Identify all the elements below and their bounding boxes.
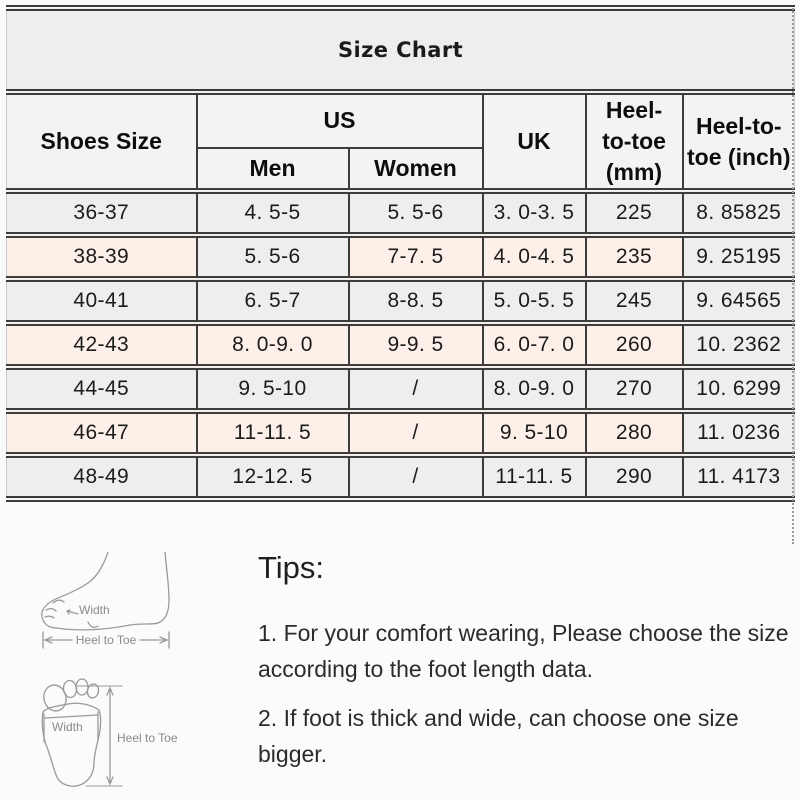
header-row-top: Shoes Size US UK Heel- to-toe (mm) Heel-… — [6, 88, 796, 195]
cell-us-women: / — [347, 364, 484, 415]
cell-us-men: 5. 5-6 — [195, 232, 350, 283]
cell-uk: 6. 0-7. 0 — [481, 320, 587, 371]
cell-us-women: 7-7. 5 — [347, 232, 484, 283]
table-row: 36-37 4. 5-5 5. 5-6 3. 0-3. 5 225 8. 858… — [6, 188, 796, 239]
cell-uk: 4. 0-4. 5 — [481, 232, 587, 283]
cell-uk: 3. 0-3. 5 — [481, 188, 587, 239]
side-width-label: Width — [79, 603, 110, 617]
table-row: 46-47 11-11. 5 / 9. 5-10 280 11. 0236 — [6, 408, 796, 459]
col-header-uk: UK — [481, 88, 587, 195]
cell-heel-inch: 10. 2362 — [681, 320, 796, 371]
cell-heel-mm: 270 — [584, 364, 684, 415]
cell-heel-inch: 8. 85825 — [681, 188, 796, 239]
size-chart-table: Size Chart Shoes Size US UK Heel- to-toe… — [5, 5, 796, 503]
table-row: 38-39 5. 5-6 7-7. 5 4. 0-4. 5 235 9. 251… — [6, 232, 796, 283]
col-header-shoes-size: Shoes Size — [6, 88, 198, 195]
print-width-label: Width — [52, 720, 83, 734]
cell-heel-mm: 290 — [584, 452, 684, 503]
cell-us-men: 9. 5-10 — [195, 364, 350, 415]
page-break-dotted-line — [792, 8, 794, 544]
col-header-heel-to-toe-inch: Heel-to- toe (inch) — [681, 88, 796, 195]
table-row: 40-41 6. 5-7 8-8. 5 5. 0-5. 5 245 9. 645… — [6, 276, 796, 327]
tips-heading: Tips: — [258, 550, 325, 585]
cell-heel-mm: 235 — [584, 232, 684, 283]
cell-shoes-size: 42-43 — [6, 320, 198, 371]
tip-item-2: 2. If foot is thick and wide, can choose… — [258, 705, 739, 767]
cell-heel-mm: 280 — [584, 408, 684, 459]
cell-us-men: 12-12. 5 — [195, 452, 350, 503]
tip-item-1: 1. For your comfort wearing, Please choo… — [258, 620, 789, 682]
table-row: 42-43 8. 0-9. 0 9-9. 5 6. 0-7. 0 260 10.… — [6, 320, 796, 371]
title-row: Size Chart — [5, 5, 796, 95]
cell-heel-mm: 225 — [584, 188, 684, 239]
cell-us-men: 11-11. 5 — [195, 408, 350, 459]
print-heel-to-toe-label: Heel to Toe — [117, 731, 178, 745]
cell-heel-mm: 260 — [584, 320, 684, 371]
cell-us-women: / — [347, 452, 484, 503]
side-heel-to-toe-label: Heel to Toe — [76, 633, 137, 647]
cell-us-women: 9-9. 5 — [347, 320, 484, 371]
page-title: Size Chart — [5, 5, 796, 95]
cell-us-men: 8. 0-9. 0 — [195, 320, 350, 371]
cell-uk: 9. 5-10 — [481, 408, 587, 459]
col-header-us: US — [195, 89, 484, 149]
tips-section: Tips: 1. For your comfort wearing, Pleas… — [258, 550, 790, 787]
table-row: 44-45 9. 5-10 / 8. 0-9. 0 270 10. 6299 — [6, 364, 796, 415]
cell-heel-mm: 245 — [584, 276, 684, 327]
footprint-diagram: Width Heel to Toe — [41, 678, 178, 787]
cell-heel-inch: 11. 4173 — [681, 452, 796, 503]
cell-heel-inch: 9. 25195 — [681, 232, 796, 283]
table-row: 48-49 12-12. 5 / 11-11. 5 290 11. 4173 — [6, 452, 796, 503]
cell-uk: 8. 0-9. 0 — [481, 364, 587, 415]
cell-shoes-size: 44-45 — [6, 364, 198, 415]
cell-shoes-size: 36-37 — [6, 188, 198, 239]
cell-shoes-size: 38-39 — [6, 232, 198, 283]
col-header-women: Women — [347, 146, 483, 195]
cell-shoes-size: 48-49 — [6, 452, 198, 503]
cell-us-women: 5. 5-6 — [347, 188, 484, 239]
cell-heel-inch: 10. 6299 — [681, 364, 796, 415]
cell-uk: 11-11. 5 — [481, 452, 587, 503]
cell-us-women: / — [347, 408, 484, 459]
header-row-sub: Men Women — [7, 146, 795, 195]
col-header-men: Men — [196, 146, 350, 195]
cell-us-women: 8-8. 5 — [347, 276, 484, 327]
cell-shoes-size: 46-47 — [6, 408, 198, 459]
cell-heel-inch: 9. 64565 — [681, 276, 796, 327]
cell-uk: 5. 0-5. 5 — [481, 276, 587, 327]
cell-shoes-size: 40-41 — [6, 276, 198, 327]
foot-side-diagram: Width Heel to Toe — [41, 552, 170, 649]
cell-heel-inch: 11. 0236 — [681, 408, 796, 459]
cell-us-men: 6. 5-7 — [195, 276, 350, 327]
col-header-heel-to-toe-mm: Heel- to-toe (mm) — [584, 88, 684, 195]
cell-us-men: 4. 5-5 — [195, 188, 350, 239]
